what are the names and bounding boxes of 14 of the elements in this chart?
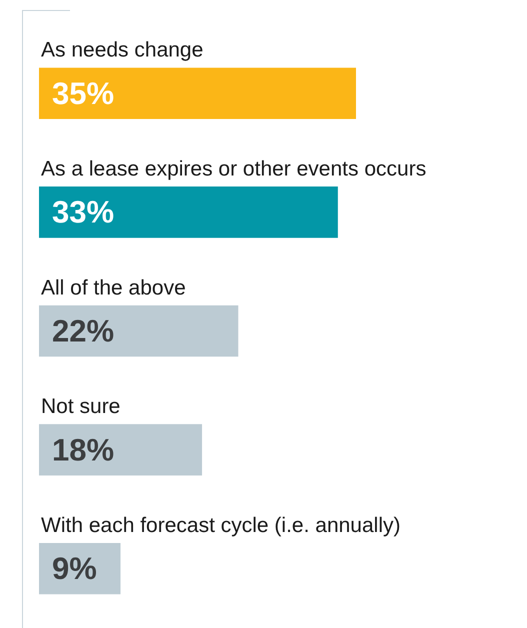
- data-label: 33%: [52, 194, 114, 230]
- data-label: 35%: [52, 76, 114, 111]
- y-tick-label: Not sure: [41, 395, 120, 418]
- y-tick-label: With each forecast cycle (i.e. annually): [41, 514, 400, 537]
- y-tick-label: As a lease expires or other events occurs: [41, 158, 426, 181]
- y-tick-label: As needs change: [41, 38, 204, 62]
- bar: [39, 186, 338, 238]
- data-label: 9%: [52, 551, 97, 586]
- bar: [39, 424, 202, 476]
- y-tick-label: All of the above: [41, 276, 186, 300]
- data-label: 18%: [52, 432, 114, 468]
- bar: [39, 68, 356, 120]
- data-label: 22%: [52, 314, 114, 349]
- bar: [39, 305, 238, 357]
